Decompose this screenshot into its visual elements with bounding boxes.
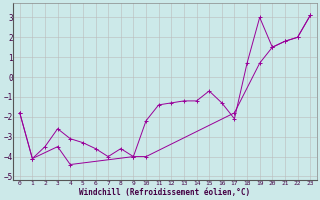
X-axis label: Windchill (Refroidissement éolien,°C): Windchill (Refroidissement éolien,°C) — [79, 188, 251, 197]
